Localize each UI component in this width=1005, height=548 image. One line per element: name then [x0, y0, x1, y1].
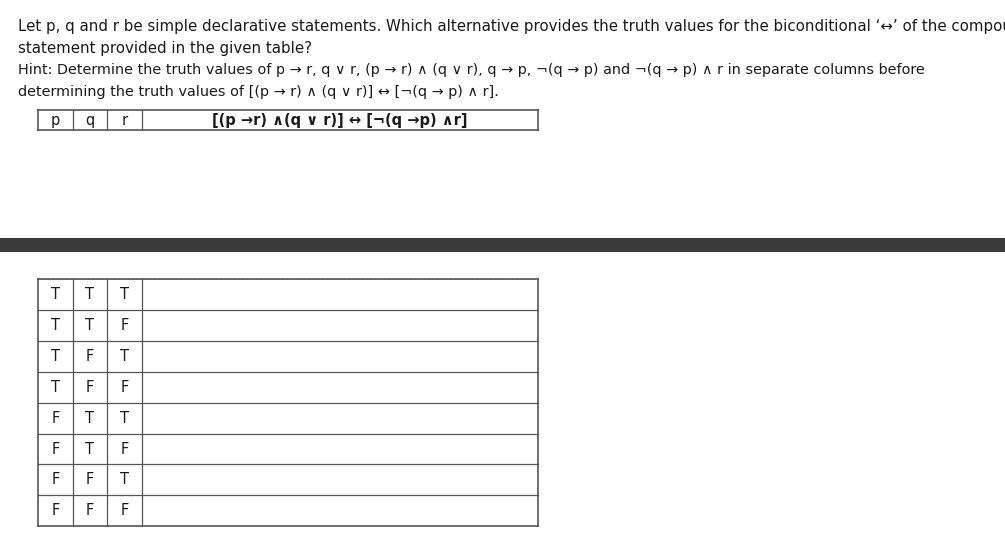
Text: F: F	[85, 349, 94, 364]
Text: F: F	[51, 472, 59, 487]
Text: F: F	[121, 442, 129, 456]
Text: Let p, q and r be simple declarative statements. Which alternative provides the : Let p, q and r be simple declarative sta…	[18, 19, 1005, 34]
Text: F: F	[51, 442, 59, 456]
Text: F: F	[51, 410, 59, 426]
Text: Hint: Determine the truth values of p → r, q ∨ r, (p → r) ∧ (q ∨ r), q → p, ¬(q : Hint: Determine the truth values of p → …	[18, 63, 925, 77]
Text: F: F	[85, 472, 94, 487]
Text: T: T	[51, 287, 60, 302]
Text: T: T	[120, 410, 129, 426]
Text: T: T	[51, 349, 60, 364]
Text: T: T	[85, 318, 94, 333]
Text: q: q	[85, 112, 94, 128]
Text: r: r	[122, 112, 128, 128]
Text: p: p	[51, 112, 60, 128]
Text: T: T	[85, 442, 94, 456]
Text: T: T	[120, 287, 129, 302]
Text: T: T	[120, 349, 129, 364]
Text: determining the truth values of [(p → r) ∧ (q ∨ r)] ↔ [¬(q → p) ∧ r].: determining the truth values of [(p → r)…	[18, 85, 498, 99]
Text: F: F	[85, 503, 94, 518]
Text: [(p →r) ∧(q ∨ r)] ↔ [¬(q →p) ∧r]: [(p →r) ∧(q ∨ r)] ↔ [¬(q →p) ∧r]	[212, 112, 467, 128]
Text: T: T	[85, 410, 94, 426]
Text: F: F	[121, 380, 129, 395]
Text: T: T	[120, 472, 129, 487]
Text: T: T	[51, 380, 60, 395]
Text: F: F	[51, 503, 59, 518]
Text: T: T	[85, 287, 94, 302]
Text: T: T	[51, 318, 60, 333]
Text: F: F	[121, 318, 129, 333]
Text: F: F	[121, 503, 129, 518]
Text: statement provided in the given table?: statement provided in the given table?	[18, 41, 313, 56]
Text: F: F	[85, 380, 94, 395]
